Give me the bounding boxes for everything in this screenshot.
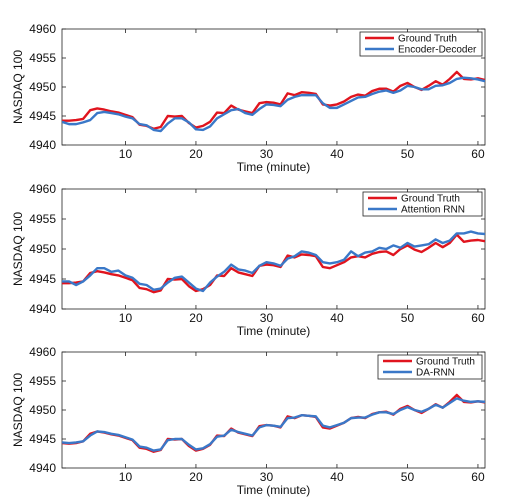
legend-label: Ground Truth: [401, 194, 460, 205]
y-tick-label: 4960: [29, 22, 56, 36]
y-tick-label: 4950: [29, 242, 56, 256]
y-axis-label: NASDAQ 100: [11, 373, 25, 447]
legend-box: [362, 191, 483, 217]
x-axis-label: Time (minute): [237, 160, 311, 174]
series-line-ground-truth: [62, 393, 485, 453]
x-tick-label: 30: [260, 147, 274, 161]
y-tick-label: 4940: [29, 461, 56, 475]
x-tick-label: 40: [330, 470, 344, 484]
y-tick-label: 4950: [29, 80, 56, 94]
x-tick-label: 10: [119, 311, 133, 325]
legend-label: DA-RNN: [416, 368, 455, 379]
y-axis-label: NASDAQ 100: [11, 212, 25, 286]
legend-label: Attention RNN: [401, 205, 465, 216]
x-tick-label: 60: [471, 147, 485, 161]
x-tick-label: 40: [330, 147, 344, 161]
x-tick-label: 50: [401, 470, 415, 484]
y-tick-label: 4960: [29, 182, 56, 196]
x-tick-label: 50: [401, 147, 415, 161]
x-axis-label: Time (minute): [237, 483, 311, 497]
y-axis-label: NASDAQ 100: [11, 50, 25, 124]
y-tick-label: 4950: [29, 403, 56, 417]
x-tick-label: 10: [119, 147, 133, 161]
x-tick-label: 40: [330, 311, 344, 325]
y-tick-label: 4945: [29, 272, 56, 286]
x-tick-label: 60: [471, 311, 485, 325]
x-tick-label: 20: [189, 147, 203, 161]
series-line-attention-rnn: [62, 230, 485, 293]
series-line-ground-truth: [62, 233, 485, 294]
y-tick-label: 4960: [29, 345, 56, 359]
x-tick-label: 20: [189, 311, 203, 325]
series-line-encoder-decoder: [62, 76, 485, 133]
y-tick-label: 4945: [29, 109, 56, 123]
y-tick-label: 4955: [29, 51, 56, 65]
y-tick-label: 4955: [29, 374, 56, 388]
x-tick-label: 60: [471, 470, 485, 484]
legend-box: [359, 31, 483, 57]
x-tick-label: 30: [260, 311, 274, 325]
y-tick-label: 4940: [29, 138, 56, 152]
y-tick-label: 4955: [29, 212, 56, 226]
legend-label: Encoder-Decoder: [398, 45, 477, 56]
series-line-da-rnn: [62, 397, 485, 452]
y-tick-label: 4940: [29, 302, 56, 316]
legend-label: Ground Truth: [398, 34, 457, 45]
legend-box: [377, 354, 483, 380]
x-tick-label: 30: [260, 470, 274, 484]
legend-label: Ground Truth: [416, 357, 475, 368]
x-tick-label: 10: [119, 470, 133, 484]
chart-panel-1: 4940 4945 4950 4955 4960 10 20 30 40 50 60 Time (mi…: [11, 22, 486, 174]
x-axis-label: Time (minute): [237, 324, 311, 338]
chart-panel-2: 4940 4945 4950 4955 4960 10 20 30 40 50 60 Time (mi…: [11, 182, 486, 338]
x-tick-label: 20: [189, 470, 203, 484]
x-tick-label: 50: [401, 311, 415, 325]
series-line-ground-truth: [62, 70, 485, 130]
y-tick-label: 4945: [29, 432, 56, 446]
chart-panel-3: 4940 4945 4950 4955 4960 10 20 30 40 50 60 Time (mi…: [11, 345, 486, 497]
